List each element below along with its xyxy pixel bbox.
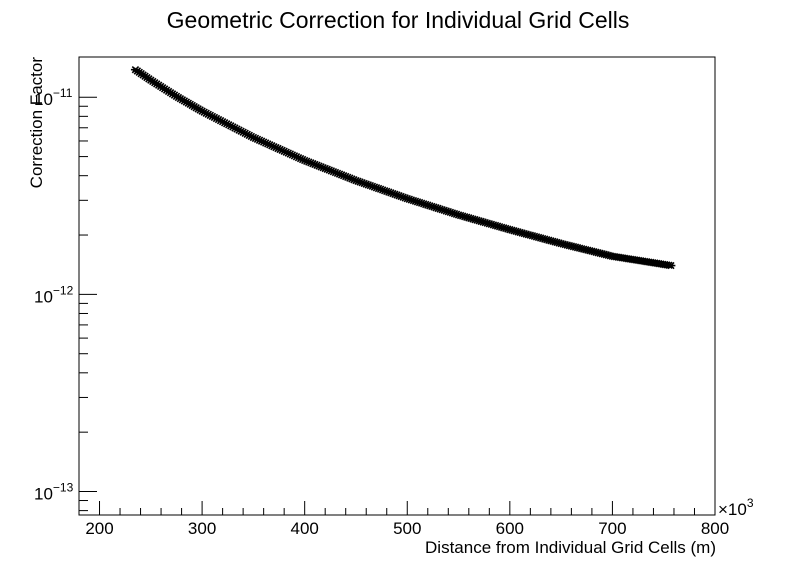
- y-tick-label: 10−11: [34, 86, 73, 109]
- x-tick-label: 300: [188, 519, 216, 538]
- x-multiplier-base: ×10: [718, 500, 747, 519]
- x-axis-multiplier: ×103: [718, 496, 754, 519]
- y-tick-exponent: −11: [53, 86, 73, 100]
- y-tick-base: 10: [34, 485, 53, 504]
- y-tick-label: 10−13: [34, 481, 74, 504]
- x-tick-label: 500: [393, 519, 421, 538]
- x-tick-label: 700: [598, 519, 626, 538]
- y-tick-exponent: −12: [53, 283, 74, 297]
- y-tick-base: 10: [34, 287, 53, 306]
- chart-title: Geometric Correction for Individual Grid…: [167, 7, 630, 33]
- x-tick-label: 600: [496, 519, 524, 538]
- x-axis-label: Distance from Individual Grid Cells (m): [425, 538, 716, 557]
- y-tick-label: 10−12: [34, 283, 74, 306]
- data-point: [666, 261, 676, 270]
- plot-frame: [78, 56, 716, 516]
- x-multiplier-exponent: 3: [747, 496, 754, 510]
- y-axis-label: Correction Factor: [27, 57, 46, 189]
- y-tick-base: 10: [34, 90, 53, 109]
- x-tick-label: 800: [701, 519, 729, 538]
- x-tick-label: 200: [85, 519, 113, 538]
- data-series: [130, 65, 676, 270]
- y-tick-exponent: −13: [53, 481, 74, 495]
- x-tick-label: 400: [290, 519, 318, 538]
- x-axis: 200 300 400 500 600 700 800: [78, 501, 729, 538]
